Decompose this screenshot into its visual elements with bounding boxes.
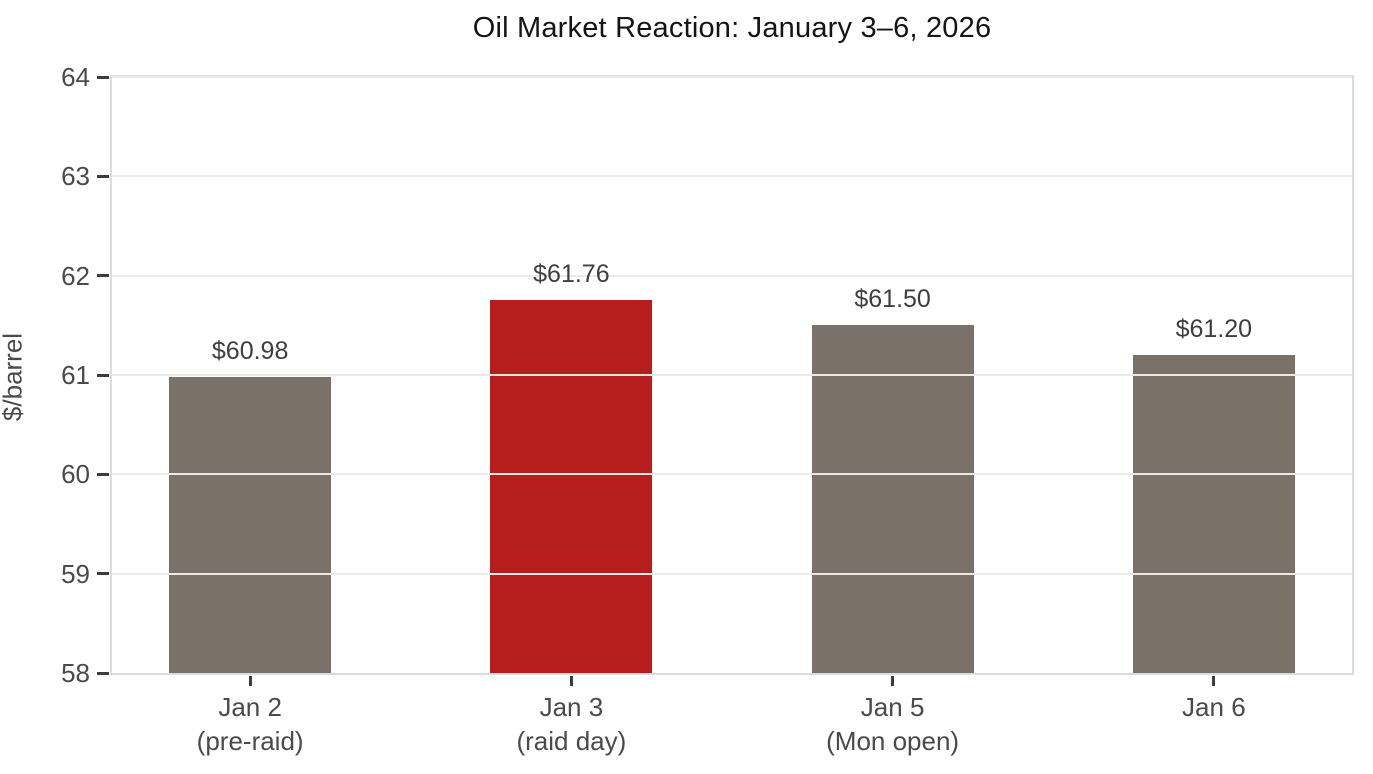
y-tick-label: 59 (61, 558, 90, 589)
plot-area: 58 59 60 61 62 63 64 $60.98 $61.76 $61.50 $61.20 Ja… (61, 62, 1354, 756)
bar (490, 299, 653, 673)
x-tick-mark (1212, 676, 1216, 686)
x-tick-mark (891, 676, 895, 686)
x-tick-label-line: Jan 3 (539, 692, 604, 722)
x-tick-label-line: (pre-raid) (196, 726, 304, 756)
y-tick-label: 61 (61, 360, 90, 390)
y-gridline (112, 274, 1352, 277)
y-gridline (112, 374, 1352, 376)
y-tick-mark (97, 671, 109, 675)
bar-value-label: $61.50 (854, 285, 931, 314)
bar-value-label: $61.20 (1175, 315, 1253, 344)
bar-value-label: $60.98 (211, 336, 289, 365)
y-gridline (112, 473, 1352, 476)
x-tick-label-line: (Mon open) (826, 726, 960, 756)
y-tick-label: 58 (61, 658, 90, 688)
bar (169, 376, 332, 673)
y-tick-label: 63 (61, 161, 90, 192)
bar (811, 325, 974, 673)
x-tick-label: Jan 6 (1054, 690, 1373, 724)
x-tick-mark (569, 676, 573, 686)
bar (1132, 355, 1295, 673)
y-gridline (112, 175, 1352, 178)
y-tick-mark (97, 373, 109, 377)
x-tick-label-line: Jan 5 (860, 692, 925, 722)
x-tick-label-line: Jan 6 (1182, 692, 1246, 722)
y-tick-mark (97, 75, 109, 79)
y-gridline (112, 572, 1352, 575)
x-tick-label-line: Jan 2 (218, 692, 282, 722)
y-tick-mark (97, 572, 109, 576)
x-tick-label: Jan 5 (Mon open) (733, 690, 1053, 758)
y-tick-label: 62 (61, 260, 90, 291)
y-tick-label: 64 (61, 62, 90, 92)
x-tick-label-line: (raid day) (516, 726, 627, 756)
y-tick-label: 60 (61, 459, 90, 490)
x-tick-label: Jan 2 (pre-raid) (90, 690, 410, 758)
y-gridline (112, 76, 1352, 78)
y-tick-mark (97, 174, 109, 178)
chart-title: Oil Market Reaction: January 3–6, 2026 (472, 12, 992, 44)
y-tick-mark (97, 472, 109, 476)
x-tick-mark (248, 676, 252, 686)
y-tick-mark (97, 274, 109, 278)
bar-value-label: $61.76 (533, 259, 610, 288)
x-tick-label: Jan 3 (raid day) (411, 690, 731, 758)
